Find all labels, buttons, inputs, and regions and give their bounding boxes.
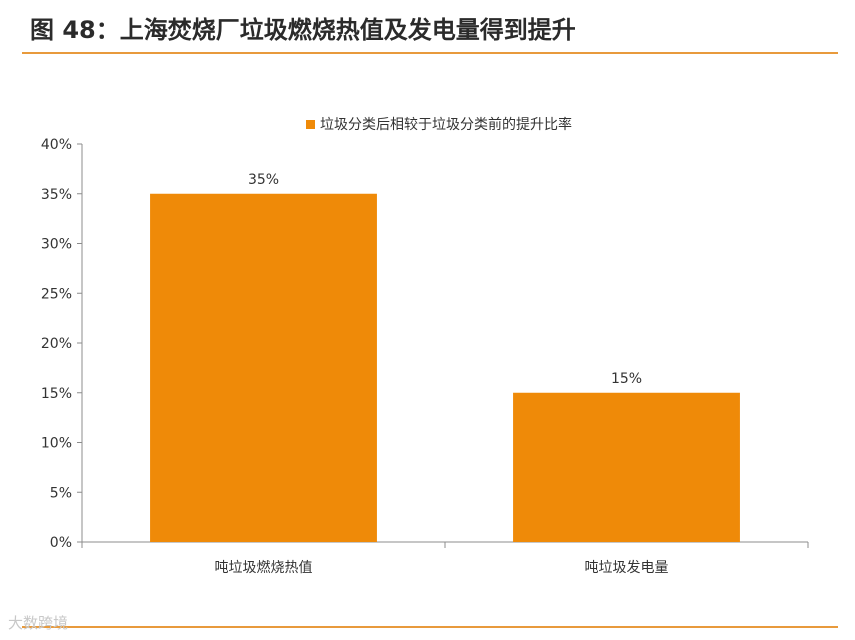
- x-axis: 吨垃圾燃烧热值 吨垃圾发电量: [81, 541, 809, 576]
- data-label: 35%: [248, 172, 279, 188]
- legend-label: 垃圾分类后相较于垃圾分类前的提升比率: [320, 116, 572, 133]
- y-tick-label: 5%: [50, 485, 72, 501]
- x-tick-label: 吨垃圾发电量: [585, 560, 669, 576]
- y-tick-label: 40%: [41, 137, 72, 153]
- legend-swatch: [306, 120, 315, 129]
- watermark: 大数跨境: [8, 614, 69, 632]
- legend: 垃圾分类后相较于垃圾分类前的提升比率: [306, 116, 572, 133]
- y-tick-label: 0%: [50, 535, 72, 551]
- y-axis: 0% 5% 10% 15% 20% 25% 30% 35% 40%: [41, 137, 83, 551]
- y-tick-label: 20%: [41, 336, 72, 352]
- bar: [150, 193, 377, 542]
- bars: 35% 15%: [150, 172, 740, 542]
- page-title: 图 48：上海焚烧厂垃圾燃烧热值及发电量得到提升: [30, 16, 576, 44]
- y-tick-label: 25%: [41, 286, 72, 302]
- data-label: 15%: [611, 371, 642, 387]
- y-tick-label: 10%: [41, 436, 72, 452]
- y-tick-label: 15%: [41, 386, 72, 402]
- x-tick-label: 吨垃圾燃烧热值: [215, 559, 313, 576]
- header-divider: [22, 52, 838, 54]
- y-tick-label: 30%: [41, 237, 72, 253]
- y-tick-label: 35%: [41, 187, 72, 203]
- bar: [513, 392, 740, 542]
- footer-divider: [22, 626, 838, 628]
